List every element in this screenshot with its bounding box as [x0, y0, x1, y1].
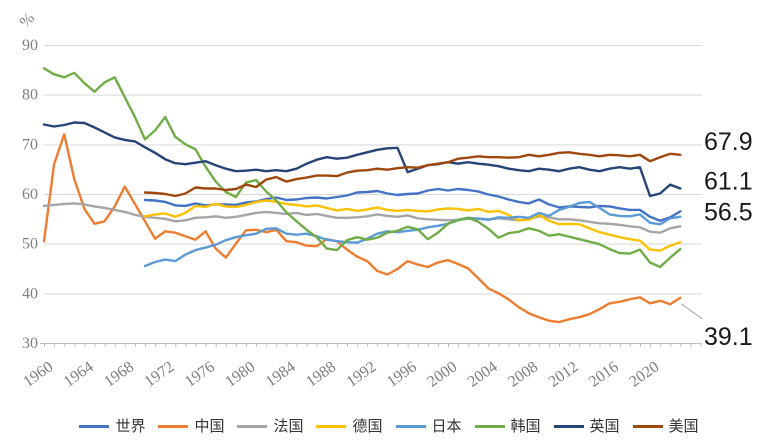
x-tick-label-1996: 1996: [384, 358, 420, 390]
x-axis-labels: 1960 1964 1968 1972 1976 1980 1984 1988 1992 1996…: [20, 358, 662, 390]
legend-label-france: 法国: [273, 417, 304, 435]
x-tick-label-1968: 1968: [101, 358, 137, 390]
legend-swatch-usa: [632, 424, 663, 428]
series-line-world: [143, 187, 682, 223]
series-line-france: [42, 202, 682, 234]
x-tick-label-1984: 1984: [263, 358, 299, 390]
legend-swatch-germany: [316, 424, 347, 428]
legend-swatch-france: [237, 424, 268, 428]
series-line-germany: [143, 199, 682, 252]
legend-item-japan: 日本: [395, 417, 462, 435]
series-line-usa: [143, 151, 682, 198]
annotation-usa: 67.9: [704, 128, 753, 156]
x-tick-label-1980: 1980: [222, 358, 258, 390]
y-tick-label-30: 30: [22, 335, 38, 352]
y-tick-label-50: 50: [22, 236, 38, 253]
legend-swatch-uk: [553, 424, 584, 428]
legend-label-japan: 日本: [431, 417, 462, 435]
annotation-china: 39.1: [704, 323, 753, 351]
y-tick-label-60: 60: [22, 186, 38, 203]
x-tick-label-1960: 1960: [20, 358, 56, 390]
x-tick-label-1988: 1988: [303, 358, 339, 390]
legend-item-uk: 英国: [553, 417, 620, 435]
series-line-japan: [143, 200, 682, 268]
y-tick-label-40: 40: [22, 285, 38, 302]
legend-swatch-world: [79, 424, 110, 428]
x-tick-label-2020: 2020: [626, 358, 662, 390]
legend-label-korea: 韩国: [510, 417, 541, 435]
y-tick-label-70: 70: [22, 136, 38, 153]
y-tick-label-80: 80: [22, 87, 38, 104]
x-tick-label-2008: 2008: [505, 358, 541, 390]
legend-swatch-china: [158, 424, 189, 428]
legend-item-usa: 美国: [632, 417, 699, 435]
annotation-leader-line: [681, 303, 703, 320]
x-tick-label-2000: 2000: [424, 358, 460, 390]
y-tick-label-90: 90: [22, 37, 38, 54]
legend-item-france: 法国: [237, 419, 303, 434]
legend-swatch-korea: [474, 424, 505, 428]
series-line-uk: [42, 121, 682, 198]
chart-legend: 世界 中国 法国 德国 日本 韩国 英国 美国: [0, 410, 778, 442]
x-tick-label-1972: 1972: [142, 358, 178, 390]
annotation-uk: 61.1: [704, 168, 753, 196]
legend-item-korea: 韩国: [474, 417, 541, 435]
legend-item-world: 世界: [79, 419, 145, 434]
gridlines: [44, 45, 702, 295]
legend-swatch-japan: [395, 424, 426, 428]
x-tick-label-2016: 2016: [586, 358, 622, 390]
series-line-china: [42, 133, 682, 324]
legend-label-germany: 德国: [352, 417, 383, 435]
legend-label-world: 世界: [115, 417, 146, 435]
x-tick-label-2004: 2004: [465, 358, 501, 390]
x-tick-label-1992: 1992: [344, 358, 380, 390]
x-tick-label-2012: 2012: [546, 358, 582, 390]
annotation-world: 56.5: [704, 198, 753, 226]
legend-label-usa: 美国: [668, 417, 699, 435]
x-axis: [40, 343, 702, 347]
legend-item-china: 中国: [158, 419, 224, 434]
x-tick-label-1964: 1964: [61, 358, 97, 390]
y-axis-labels: 30 40 50 60 70 80 90: [22, 37, 38, 352]
legend-item-germany: 德国: [316, 417, 383, 435]
series-line-korea: [42, 67, 682, 269]
legend-label-uk: 英国: [589, 417, 620, 435]
x-tick-label-1976: 1976: [182, 358, 218, 390]
legend-label-china: 中国: [194, 417, 225, 435]
